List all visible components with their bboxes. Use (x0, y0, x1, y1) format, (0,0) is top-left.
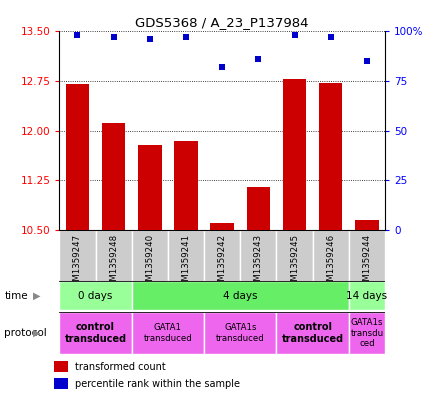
Text: GSM1359241: GSM1359241 (182, 234, 191, 292)
Text: percentile rank within the sample: percentile rank within the sample (75, 379, 240, 389)
Text: transformed count: transformed count (75, 362, 165, 372)
Text: 14 days: 14 days (346, 291, 388, 301)
Bar (132, 230, 168, 281)
Point (291, 32, 298, 39)
Text: GATA1s
transdu
ced: GATA1s transdu ced (350, 318, 384, 348)
Bar (54, 361, 68, 373)
Bar (276, 312, 349, 354)
Point (183, 34, 190, 40)
Bar (138, 145, 161, 230)
Point (219, 64, 226, 70)
Text: GATA1
transduced: GATA1 transduced (143, 323, 192, 343)
Bar (313, 230, 349, 281)
Bar (240, 230, 276, 281)
Point (74, 32, 81, 39)
Bar (210, 223, 234, 230)
Text: 4 days: 4 days (223, 291, 257, 301)
Bar (349, 230, 385, 281)
Bar (349, 312, 385, 354)
Point (363, 58, 370, 64)
Bar (355, 220, 379, 230)
Text: GSM1359243: GSM1359243 (254, 234, 263, 292)
Bar (246, 187, 270, 230)
Bar (319, 83, 342, 230)
Bar (59, 230, 95, 281)
Bar (132, 281, 349, 310)
Text: GSM1359245: GSM1359245 (290, 234, 299, 292)
Bar (59, 281, 132, 310)
Bar (168, 230, 204, 281)
Text: GSM1359248: GSM1359248 (109, 234, 118, 292)
Bar (95, 230, 132, 281)
Bar (204, 312, 276, 354)
Text: ▶: ▶ (33, 291, 40, 301)
Bar (59, 312, 132, 354)
Bar (54, 378, 68, 389)
Text: GSM1359244: GSM1359244 (363, 234, 371, 292)
Bar (174, 141, 198, 230)
Text: 0 days: 0 days (78, 291, 113, 301)
Text: GSM1359246: GSM1359246 (326, 234, 335, 292)
Text: protocol: protocol (4, 328, 47, 338)
Point (255, 56, 262, 62)
Point (147, 36, 154, 42)
Point (327, 34, 334, 40)
Bar (102, 123, 125, 230)
Bar (204, 230, 240, 281)
Point (110, 34, 117, 40)
Bar (66, 84, 89, 230)
Title: GDS5368 / A_23_P137984: GDS5368 / A_23_P137984 (136, 16, 309, 29)
Text: GATA1s
transduced: GATA1s transduced (216, 323, 265, 343)
Bar (276, 230, 313, 281)
Text: control
transduced: control transduced (282, 322, 344, 344)
Bar (349, 281, 385, 310)
Bar (132, 312, 204, 354)
Text: time: time (4, 291, 28, 301)
Text: ▶: ▶ (33, 328, 40, 338)
Text: GSM1359247: GSM1359247 (73, 234, 82, 292)
Text: GSM1359240: GSM1359240 (145, 234, 154, 292)
Text: control
transduced: control transduced (65, 322, 127, 344)
Text: GSM1359242: GSM1359242 (218, 234, 227, 292)
Bar (283, 79, 306, 230)
